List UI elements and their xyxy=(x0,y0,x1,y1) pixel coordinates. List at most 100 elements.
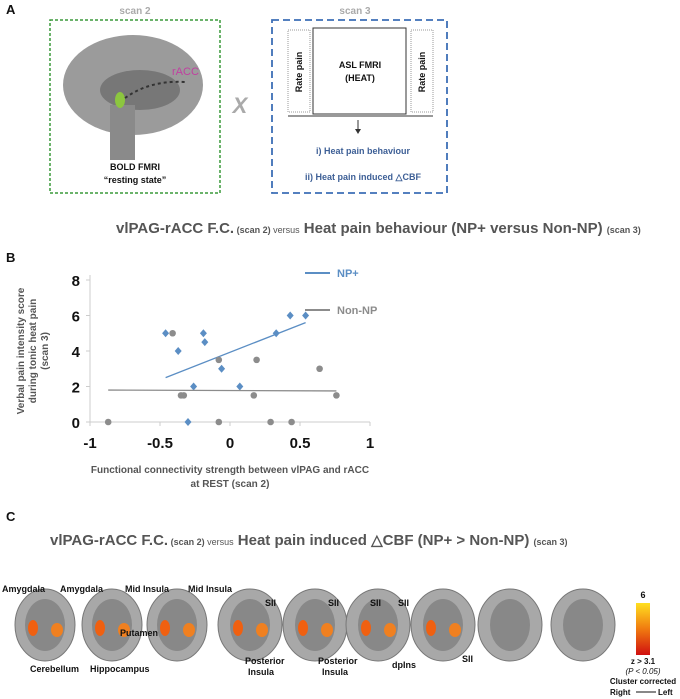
heading-part: versus xyxy=(273,225,300,235)
heading-part: (scan 2) xyxy=(234,225,273,235)
arrow-head xyxy=(355,129,361,134)
region-label: SII xyxy=(328,598,339,608)
heading-part: (scan 3) xyxy=(534,537,568,547)
outcome: ii) Heat pain induced △CBF xyxy=(305,172,421,182)
heading-part: (scan 3) xyxy=(607,225,641,235)
colorbar-label: 6 xyxy=(640,590,645,600)
region-label: Posterior xyxy=(245,656,285,666)
brain-slice-inner xyxy=(92,599,132,651)
x-mark: X xyxy=(231,93,249,118)
data-point xyxy=(215,418,223,426)
scan3-box xyxy=(271,19,448,194)
activation xyxy=(321,623,333,637)
heading-part: versus xyxy=(207,537,234,547)
data-point xyxy=(174,347,182,355)
box-text: “resting state” xyxy=(104,175,167,185)
region-label: SII xyxy=(462,654,473,664)
data-point xyxy=(218,364,226,373)
region-label: Putamen xyxy=(120,628,158,638)
racc-label: rACC xyxy=(172,66,199,78)
activation xyxy=(51,623,63,637)
colorbar-label: Cluster corrected xyxy=(610,677,676,686)
heading-part: vlPAG-rACC F.C. xyxy=(50,532,168,549)
y-tick-label: 6 xyxy=(72,309,80,326)
brain-slice-inner xyxy=(563,599,603,651)
brain-slice-inner xyxy=(25,599,65,651)
data-point xyxy=(272,329,280,338)
region-label: Hippocampus xyxy=(90,664,150,674)
brain-slice-inner xyxy=(295,599,335,651)
data-point xyxy=(253,356,260,364)
trend-line xyxy=(165,321,306,379)
data-point xyxy=(184,418,192,426)
region-label: dpIns xyxy=(392,660,416,670)
data-point xyxy=(104,418,112,426)
trend-line xyxy=(108,389,337,392)
region-label: SII xyxy=(265,598,276,608)
outcome: i) Heat pain behaviour xyxy=(316,146,411,156)
region-label: Posterior xyxy=(318,656,358,666)
panel-heading: vlPAG-rACC F.C. (scan 2) versus Heat pai… xyxy=(116,220,641,237)
data-point xyxy=(201,338,209,347)
y-tick-label: 0 xyxy=(72,415,80,432)
brain-image xyxy=(100,70,180,110)
activation xyxy=(449,623,461,637)
region-label: Insula xyxy=(248,667,275,677)
x-tick-label: 0.5 xyxy=(290,435,311,452)
brain-slice-inner xyxy=(490,599,530,651)
legend-label: NP+ xyxy=(337,268,359,280)
x-tick-label: 1 xyxy=(366,435,374,452)
x-tick-label: -1 xyxy=(83,435,96,452)
data-point xyxy=(316,365,323,373)
activation xyxy=(426,620,436,636)
activation xyxy=(95,620,105,636)
x-tick-label: 0 xyxy=(226,435,234,452)
region-label: Mid Insula xyxy=(188,584,233,594)
orientation-label: Left xyxy=(658,688,673,697)
scatter-chart: 0 2 4 6 8 -1 -0.5 0 0.5 1 Functional connectivity … xyxy=(16,268,377,490)
rate-box xyxy=(287,29,311,113)
colorbar xyxy=(636,603,650,655)
y-tick-label: 2 xyxy=(72,380,80,397)
activation xyxy=(118,623,130,637)
data-point xyxy=(286,311,294,320)
data-point xyxy=(169,329,176,337)
brain-slice-inner xyxy=(358,599,398,651)
region-label: Cerebellum xyxy=(30,664,79,674)
region-label: SII xyxy=(398,598,409,608)
data-point xyxy=(162,329,170,338)
connection-arrow xyxy=(124,80,186,99)
activation xyxy=(183,623,195,637)
panel-label: C xyxy=(6,509,16,524)
panel-label: A xyxy=(6,2,16,17)
x-axis-label: Functional connectivity strength between… xyxy=(91,465,369,476)
data-point xyxy=(236,382,244,391)
heading-part: Heat pain induced △CBF (NP+ > Non-NP) xyxy=(234,532,534,549)
brain-slice-inner xyxy=(423,599,463,651)
data-point xyxy=(267,418,274,426)
activation xyxy=(160,620,170,636)
data-point xyxy=(333,392,340,399)
x-axis-label: at REST (scan 2) xyxy=(191,479,270,490)
heading-part: (scan 2) xyxy=(168,537,207,547)
colorbar-label: z > 3.1 xyxy=(631,657,656,666)
data-point xyxy=(250,392,258,399)
data-point xyxy=(215,356,223,364)
orientation-label: Right xyxy=(610,688,631,697)
panel-label: B xyxy=(6,250,15,265)
scan2-box xyxy=(49,19,221,194)
activation xyxy=(384,623,396,637)
y-axis-label: Verbal pain intensity score xyxy=(16,287,27,414)
data-point xyxy=(190,382,198,391)
scan-label: scan 3 xyxy=(339,6,371,17)
heading-part: Heat pain behaviour (NP+ versus Non-NP) xyxy=(300,220,607,237)
activation xyxy=(28,620,38,636)
activation xyxy=(256,623,268,637)
y-tick-label: 8 xyxy=(72,273,80,290)
panel-heading: vlPAG-rACC F.C. (scan 2) versus Heat pai… xyxy=(50,532,568,549)
brain-slices: Amygdala Cerebellum Amygdala Hippocampus Mid… xyxy=(2,584,616,677)
x-tick-label: -0.5 xyxy=(147,435,173,452)
data-point xyxy=(199,329,207,338)
data-point xyxy=(302,311,310,320)
y-axis-label: (scan 3) xyxy=(40,332,51,370)
